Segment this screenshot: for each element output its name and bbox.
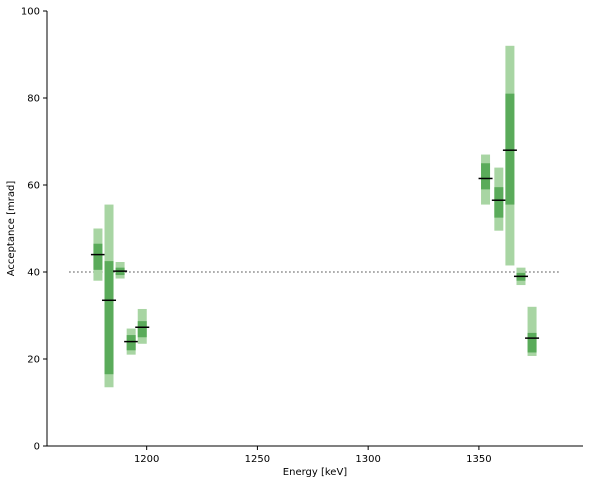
inner-band-9 [527,332,537,353]
x-tick-label-1250: 1250 [245,454,270,465]
x-tick-label-1350: 1350 [466,454,491,465]
y-tick-label-60: 60 [27,181,40,192]
y-tick-label-100: 100 [21,7,40,18]
y-axis-label: Acceptance [mrad] [6,181,17,277]
inner-band-7 [505,93,515,205]
y-tick-label-20: 20 [27,355,40,366]
inner-band-4 [137,321,147,338]
x-tick-label-1200: 1200 [134,454,159,465]
outer-band-9 [527,306,537,356]
inner-band-5 [481,163,491,190]
y-tick-label-80: 80 [27,94,40,105]
plot-area [69,45,561,388]
x-axis-label: Energy [keV] [283,467,348,478]
y-tick-label-40: 40 [27,268,40,279]
inner-band-3 [126,335,136,351]
inner-band-0 [93,243,103,270]
x-tick-label-1300: 1300 [355,454,380,465]
inner-band-6 [494,187,504,218]
inner-band-1 [104,261,114,375]
y-tick-label-0: 0 [34,442,40,453]
axes: 0 20 40 60 80 100 1200 1250 1300 1350 [21,7,583,465]
